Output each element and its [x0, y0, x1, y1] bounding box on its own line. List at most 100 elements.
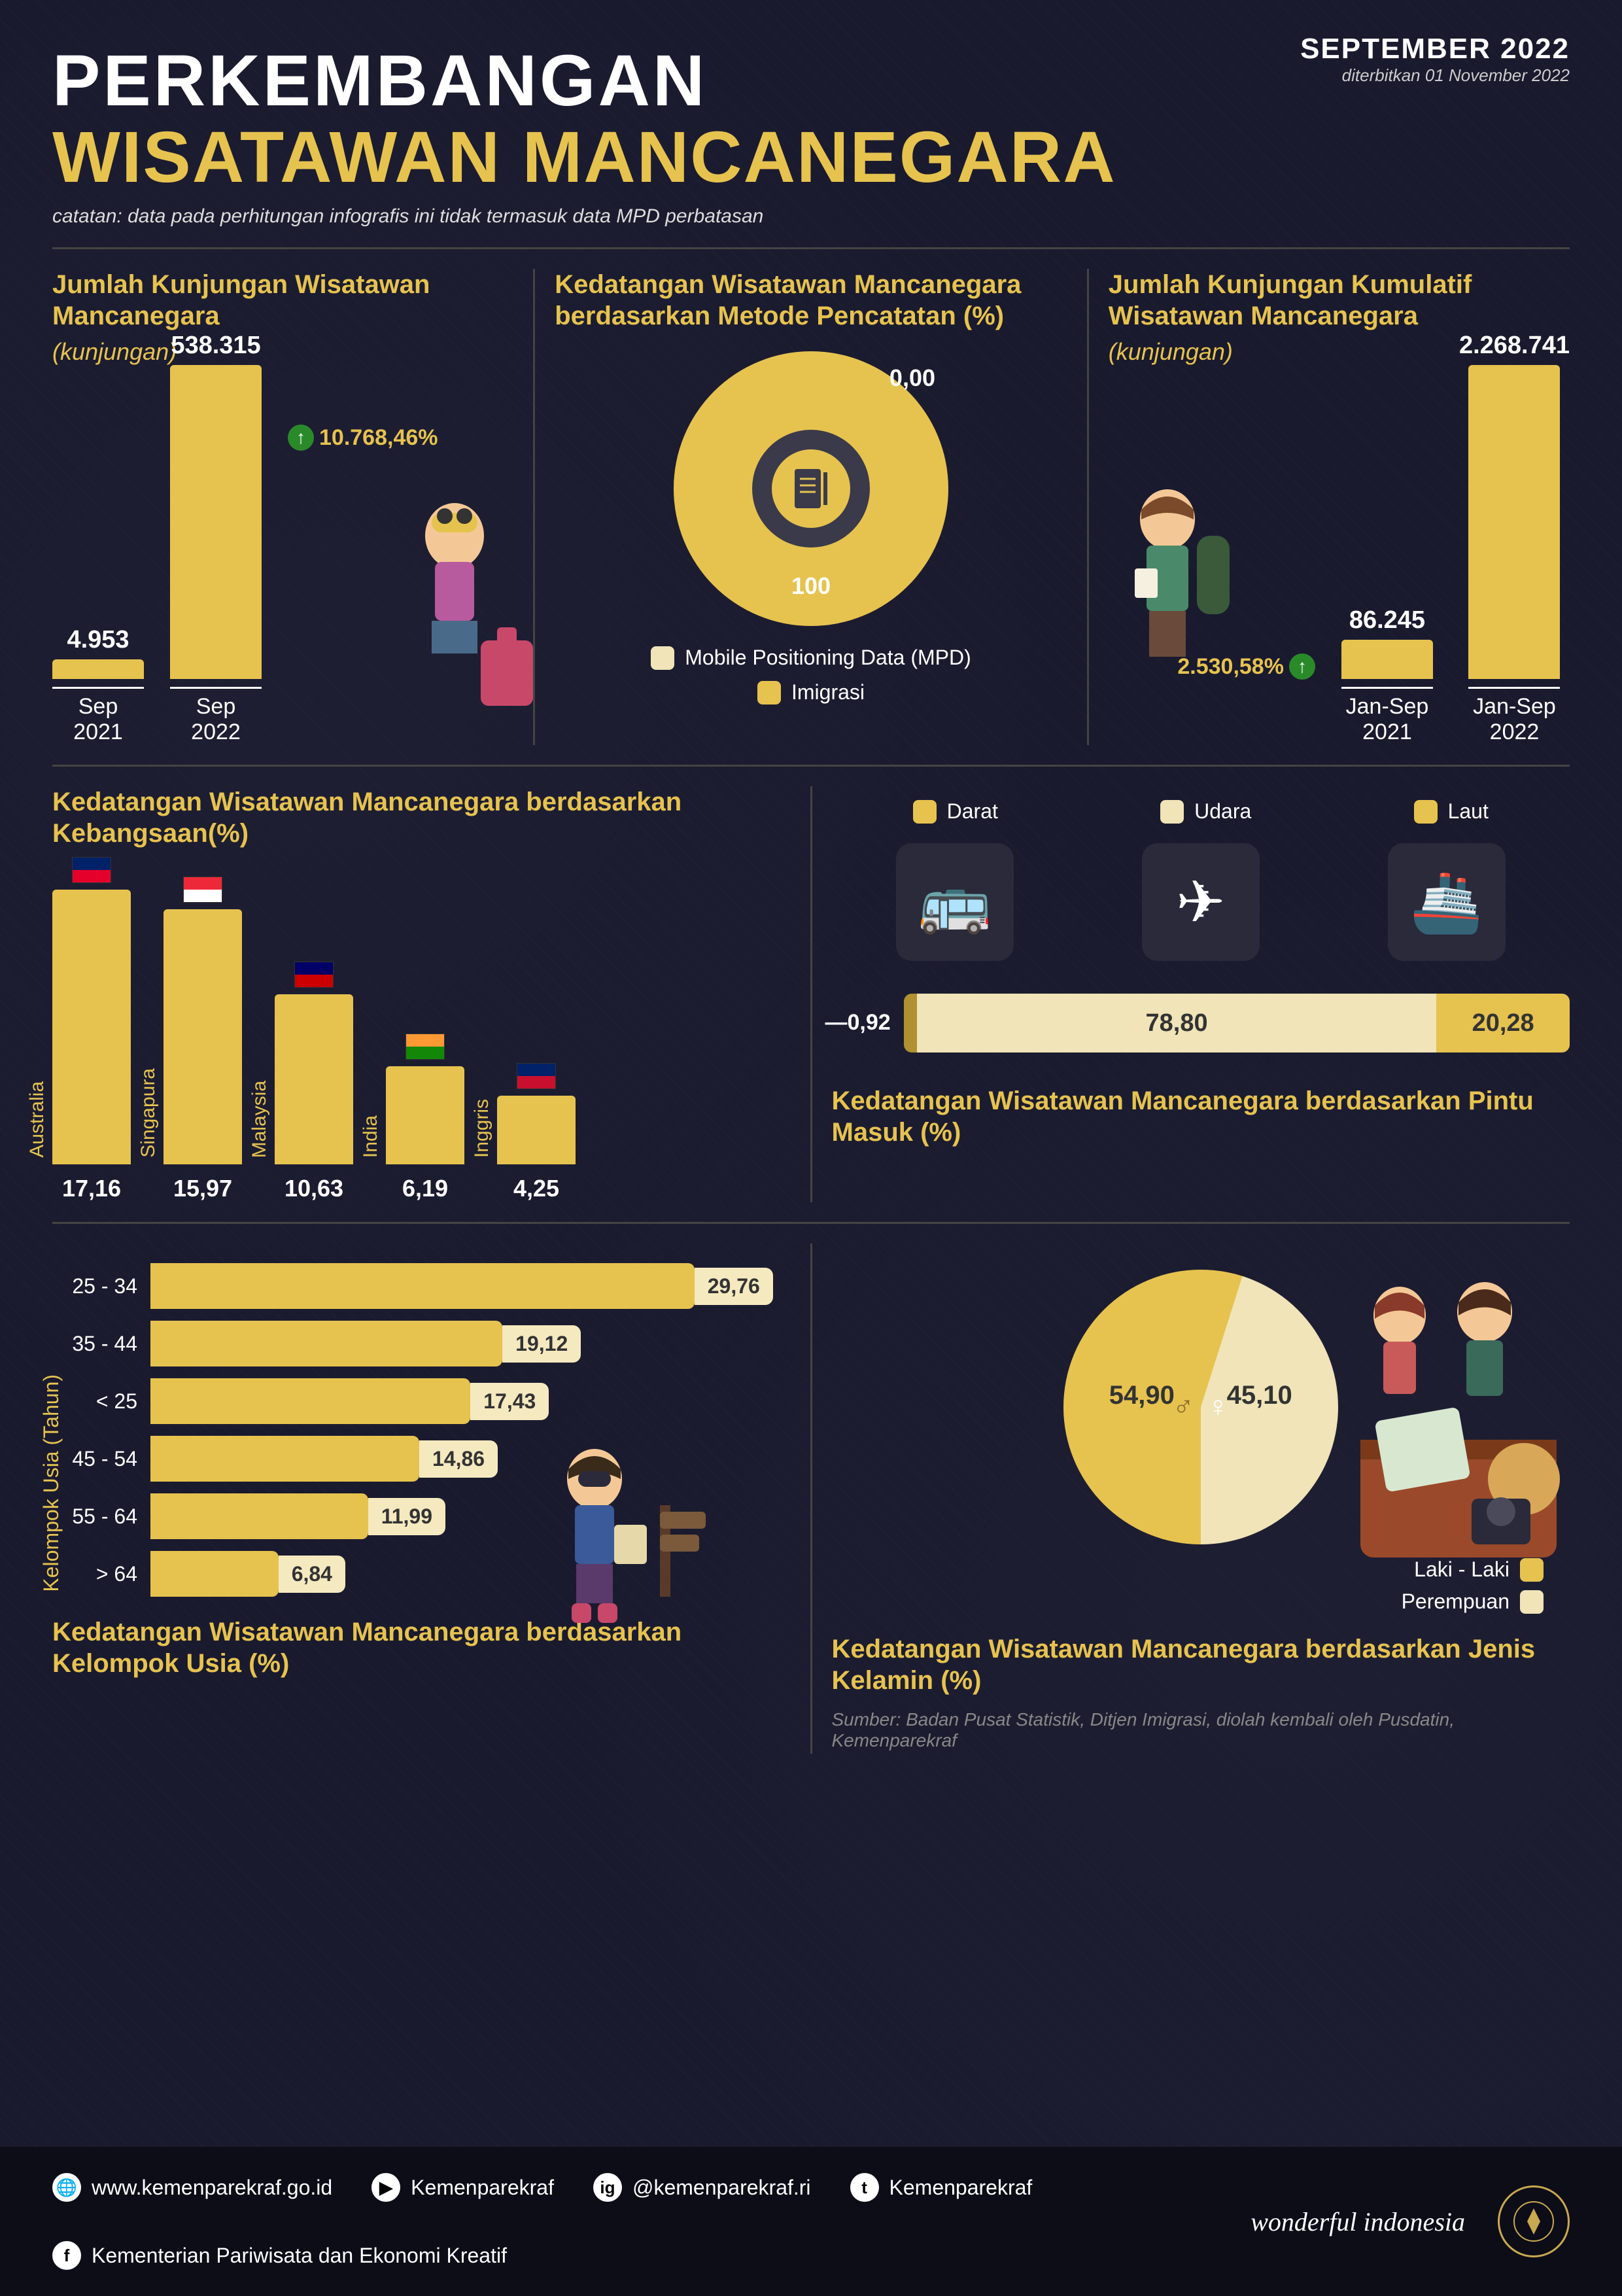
visits-label-1: Sep 2022 — [170, 687, 262, 745]
footer-link-text: @kemenparekraf.ri — [632, 2176, 811, 2200]
row-2: Kedatangan Wisatawan Mancanegara berdasa… — [0, 773, 1622, 1215]
transport-icons: 🚌 ✈ 🚢 — [832, 843, 1570, 961]
legend-udara-text: Udara — [1194, 799, 1251, 824]
gender-panel: 54,90 45,10 ♂ ♀ — [832, 1244, 1570, 1754]
flag-icon — [294, 962, 334, 988]
age-value: 11,99 — [368, 1498, 445, 1535]
footer-link-4[interactable]: f Kementerian Pariwisata dan Ekonomi Krea… — [52, 2241, 507, 2270]
footer-link-1[interactable]: ▶Kemenparekraf — [371, 2173, 554, 2202]
backpacker-illustration — [1096, 483, 1239, 693]
gender-pie-wrap: 54,90 45,10 ♂ ♀ — [832, 1270, 1570, 1544]
plane-icon: ✈ — [1142, 843, 1260, 961]
divider — [52, 765, 1570, 767]
swatch-darat — [913, 800, 937, 824]
method-title: Kedatangan Wisatawan Mancanegara berdasa… — [555, 269, 1067, 332]
donut-center — [752, 430, 870, 548]
footer-link-2[interactable]: ig @kemenparekraf.ri — [593, 2173, 811, 2202]
visits-panel: Jumlah Kunjungan Wisatawan Mancanegara (… — [52, 269, 513, 745]
legend-laut: Laut — [1414, 799, 1489, 824]
visits-growth: ↑ 10.768,46% — [288, 425, 438, 451]
legend-female: Perempuan — [1402, 1590, 1544, 1614]
row-3: Kelompok Usia (Tahun) 25 - 34 29,76 35 -… — [0, 1230, 1622, 1767]
age-bar — [150, 1436, 419, 1482]
nat-name: Australia — [26, 1081, 48, 1158]
footer-link-text: Kemenparekraf — [889, 2176, 1033, 2200]
age-value: 6,84 — [279, 1556, 345, 1593]
nat-value: 10,63 — [285, 1175, 343, 1202]
visits-title: Jumlah Kunjungan Wisatawan Mancanegara — [52, 269, 513, 332]
twitter-icon: t — [850, 2173, 879, 2202]
couple-travel-illustration — [1321, 1270, 1596, 1571]
age-bar — [150, 1493, 368, 1539]
bus-icon: 🚌 — [896, 843, 1014, 961]
age-value: 14,86 — [419, 1440, 498, 1478]
globe-icon: 🌐 — [52, 2173, 81, 2202]
legend-darat-text: Darat — [947, 799, 998, 824]
legend-imigrasi: Imigrasi — [757, 680, 865, 704]
visits-bar-rect-1 — [170, 365, 262, 679]
female-icon: ♀ — [1207, 1391, 1229, 1423]
flag-icon — [517, 1063, 556, 1089]
age-row-0: 25 - 34 29,76 — [52, 1263, 791, 1309]
footer-link-3[interactable]: t Kemenparekraf — [850, 2173, 1033, 2202]
published-date: diterbitkan 01 November 2022 — [1300, 65, 1570, 86]
donut: 0,00 100 — [674, 351, 948, 626]
footer: 🌐www.kemenparekraf.go.id▶Kemenparekrafig… — [0, 2147, 1622, 2296]
nationality-panel: Kedatangan Wisatawan Mancanegara berdasa… — [52, 786, 791, 1202]
cumulative-bar-rect-0 — [1341, 640, 1433, 679]
binoculars-kid-illustration — [529, 1440, 712, 1649]
donut-value-mpd: 0,00 — [889, 364, 935, 392]
visits-growth-wrap: ↑ 10.768,46% — [288, 418, 438, 451]
swatch-female — [1520, 1590, 1544, 1614]
transport-segment-2: 20,28 — [1436, 994, 1570, 1052]
age-bar — [150, 1263, 695, 1309]
month-tag: SEPTEMBER 2022 diterbitkan 01 November 2… — [1300, 33, 1570, 86]
age-bar-wrap: 17,43 — [150, 1378, 791, 1424]
legend-imigrasi-text: Imigrasi — [791, 680, 865, 704]
stacked-bar-wrap: —0,92 78,8020,28 — [832, 994, 1570, 1052]
flag-icon — [406, 1034, 445, 1060]
flag-icon — [72, 857, 111, 883]
gender-title: Kedatangan Wisatawan Mancanegara berdasa… — [832, 1633, 1570, 1696]
separator — [1087, 269, 1089, 745]
youtube-icon: ▶ — [371, 2173, 400, 2202]
garuda-seal-icon — [1498, 2185, 1570, 2257]
footer-link-text: Kementerian Pariwisata dan Ekonomi Kreat… — [92, 2244, 507, 2268]
nat-name: Singapura — [137, 1068, 160, 1158]
swatch-imigrasi — [757, 681, 781, 704]
transport-segment-0 — [904, 994, 917, 1052]
transport-panel: Darat Udara Laut 🚌 ✈ 🚢 —0,92 78,8020,28 … — [832, 786, 1570, 1202]
divider — [52, 1222, 1570, 1224]
male-icon: ♂ — [1173, 1391, 1194, 1423]
cumulative-panel: Jumlah Kunjungan Kumulatif Wisatawan Man… — [1109, 269, 1570, 745]
age-label: > 64 — [52, 1562, 150, 1586]
nat-value: 15,97 — [173, 1175, 232, 1202]
arrow-up-icon: ↑ — [288, 425, 314, 451]
facebook-icon: f — [52, 2241, 81, 2270]
instagram-icon: ig — [593, 2173, 622, 2202]
legend-mpd-text: Mobile Positioning Data (MPD) — [685, 646, 971, 670]
visits-growth-val: 10.768,46% — [319, 425, 438, 451]
nat-value: 6,19 — [402, 1175, 448, 1202]
nat-bar-rect: Inggris — [497, 1096, 576, 1164]
pie-center-icons: ♂ ♀ — [1173, 1391, 1229, 1423]
age-value: 29,76 — [695, 1268, 773, 1305]
nationality-bar-0: Australia 17,16 — [52, 890, 131, 1202]
month-name: SEPTEMBER 2022 — [1300, 33, 1570, 65]
divider — [52, 247, 1570, 249]
donut-value-imigrasi: 100 — [791, 572, 831, 600]
legend-udara: Udara — [1160, 799, 1251, 824]
legend-darat: Darat — [913, 799, 998, 824]
cumulative-label-1: Jan-Sep 2022 — [1468, 687, 1560, 745]
age-row-2: < 25 17,43 — [52, 1378, 791, 1424]
footer-link-0[interactable]: 🌐www.kemenparekraf.go.id — [52, 2173, 332, 2202]
age-bar — [150, 1551, 279, 1597]
age-value: 19,12 — [502, 1325, 581, 1363]
legend-mpd: Mobile Positioning Data (MPD) — [651, 646, 971, 670]
transport-title: Kedatangan Wisatawan Mancanegara berdasa… — [832, 1085, 1570, 1148]
header: SEPTEMBER 2022 diterbitkan 01 November 2… — [0, 0, 1622, 241]
swatch-udara — [1160, 800, 1184, 824]
age-label: 25 - 34 — [52, 1274, 150, 1298]
ship-icon: 🚢 — [1388, 843, 1506, 961]
age-label: < 25 — [52, 1389, 150, 1414]
